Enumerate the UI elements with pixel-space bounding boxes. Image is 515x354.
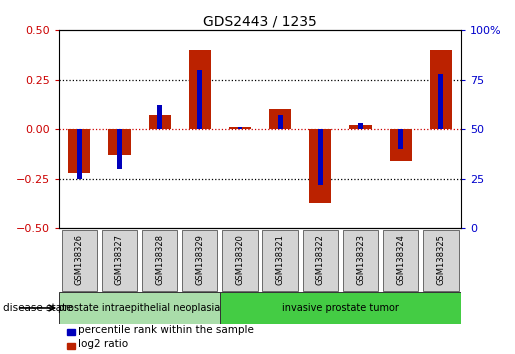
Bar <box>398 129 403 149</box>
Text: GSM138326: GSM138326 <box>75 234 84 285</box>
Bar <box>149 115 170 129</box>
Bar <box>68 129 90 173</box>
Bar <box>237 127 243 129</box>
Bar <box>229 127 251 129</box>
Text: prostate intraepithelial neoplasia: prostate intraepithelial neoplasia <box>58 303 221 313</box>
Bar <box>438 74 443 129</box>
Bar <box>222 230 258 291</box>
Bar <box>358 123 363 129</box>
Bar <box>142 230 177 291</box>
Text: GSM138325: GSM138325 <box>436 234 445 285</box>
Bar <box>62 230 97 291</box>
Bar <box>318 129 323 185</box>
Bar <box>263 230 298 291</box>
Bar <box>269 109 291 129</box>
Bar <box>423 230 458 291</box>
Text: GSM138327: GSM138327 <box>115 234 124 285</box>
Bar <box>109 129 130 155</box>
Bar <box>197 70 202 129</box>
Text: disease state: disease state <box>3 303 72 313</box>
Bar <box>157 105 162 129</box>
Bar <box>430 50 452 129</box>
Bar <box>102 230 137 291</box>
Bar <box>59 292 220 324</box>
Title: GDS2443 / 1235: GDS2443 / 1235 <box>203 15 317 29</box>
Bar <box>220 292 461 324</box>
Text: GSM138324: GSM138324 <box>396 234 405 285</box>
Text: percentile rank within the sample: percentile rank within the sample <box>78 325 254 335</box>
Bar <box>303 230 338 291</box>
Bar <box>350 125 371 129</box>
Text: GSM138322: GSM138322 <box>316 234 325 285</box>
Bar <box>182 230 217 291</box>
Bar <box>189 50 211 129</box>
Bar <box>278 115 283 129</box>
Text: GSM138321: GSM138321 <box>276 234 285 285</box>
Bar <box>383 230 418 291</box>
Bar <box>343 230 378 291</box>
Bar <box>117 129 122 169</box>
Bar <box>310 129 331 202</box>
Text: invasive prostate tumor: invasive prostate tumor <box>282 303 399 313</box>
Text: GSM138328: GSM138328 <box>155 234 164 285</box>
Bar <box>390 129 411 161</box>
Text: GSM138320: GSM138320 <box>235 234 245 285</box>
Text: GSM138323: GSM138323 <box>356 234 365 285</box>
Text: GSM138329: GSM138329 <box>195 234 204 285</box>
Text: log2 ratio: log2 ratio <box>78 339 128 349</box>
Bar <box>77 129 82 179</box>
